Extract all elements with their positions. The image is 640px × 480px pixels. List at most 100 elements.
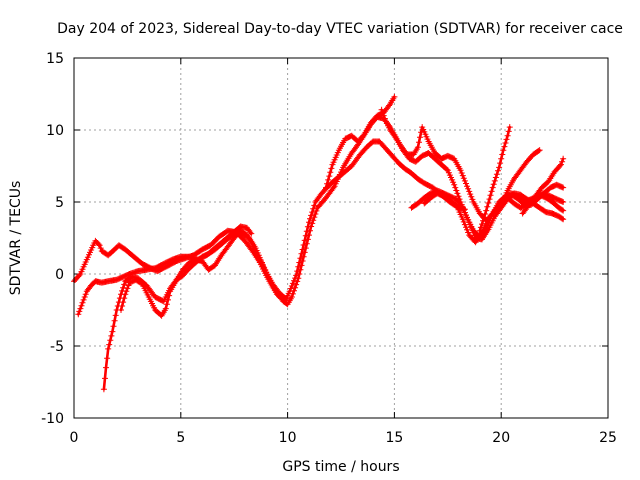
data-point [162,305,169,312]
data-point [506,124,513,131]
data-point [163,301,170,308]
data-point [247,229,254,236]
data-point [464,183,470,190]
data-point [289,290,296,297]
data-point [479,221,485,228]
data-point [454,190,461,197]
data-point [482,211,489,217]
data-point [379,109,386,116]
data-point [468,224,475,231]
y-tick-label: 5 [55,195,64,211]
data-point [306,232,312,239]
data-point [414,144,421,151]
data-point [559,158,566,165]
series-layer [71,93,567,393]
data-point [288,294,295,300]
data-point [504,132,511,139]
data-point [467,191,474,198]
data-point [378,106,385,113]
y-tick-label: 0 [55,267,64,283]
data-point [312,211,319,217]
x-tick-label: 0 [70,430,79,446]
series-track-8 [421,190,567,246]
data-point [465,229,472,236]
data-point [469,196,476,203]
series-track-11 [519,155,567,217]
x-tick-label: 15 [385,430,403,446]
data-point [103,364,109,371]
series-track-10 [498,147,543,208]
data-point [79,299,86,306]
data-point [560,199,567,205]
data-point [107,337,114,344]
data-point [80,296,87,303]
data-point [469,227,476,234]
data-point [486,196,493,203]
data-point [304,236,311,243]
data-point [76,272,83,279]
data-point [463,224,469,231]
data-point [467,221,474,228]
data-point [464,226,470,233]
data-point [324,180,331,187]
data-point [493,171,500,178]
data-point [291,277,297,284]
data-point [560,207,567,214]
data-point [289,280,296,287]
data-point [488,188,495,195]
data-point [309,209,316,216]
data-point [311,214,318,221]
data-point [303,240,310,247]
data-point [556,162,563,169]
data-point [459,216,466,223]
data-point [327,169,334,176]
data-point [458,170,465,176]
data-point [476,227,483,234]
data-point [483,207,490,214]
data-point [505,128,512,135]
data-point [104,355,111,362]
data-point [457,167,464,174]
data-point [95,241,102,248]
data-point [443,166,450,173]
x-tick-label: 5 [176,430,185,446]
series-track-9 [476,124,513,234]
data-point [453,187,460,194]
data-point [281,294,288,301]
data-point [468,193,475,200]
x-tick-label: 10 [279,430,297,446]
data-point [288,283,295,289]
data-point [536,147,543,154]
data-point [301,249,308,256]
data-point [82,291,89,298]
data-point [282,295,289,302]
data-point [560,184,567,191]
y-tick-label: -10 [41,411,64,427]
data-point [248,230,255,237]
data-point [96,242,103,249]
data-point [451,181,458,188]
data-point [466,188,473,195]
data-point [452,201,459,208]
data-point [165,296,171,303]
data-point [328,165,335,172]
data-point [459,172,466,179]
series-track-4 [118,227,289,319]
data-point [489,184,496,191]
data-point [330,184,337,191]
data-point [298,262,305,269]
data-point [111,317,118,324]
data-point [480,217,486,224]
data-point [306,219,312,226]
data-point [109,328,116,335]
data-point [502,140,509,146]
data-point [481,214,488,221]
data-point [535,147,542,154]
data-point [81,294,88,300]
data-point [560,155,567,162]
data-point [558,161,564,168]
x-tick-label: 20 [492,430,510,446]
y-tick-label: 15 [46,51,64,67]
